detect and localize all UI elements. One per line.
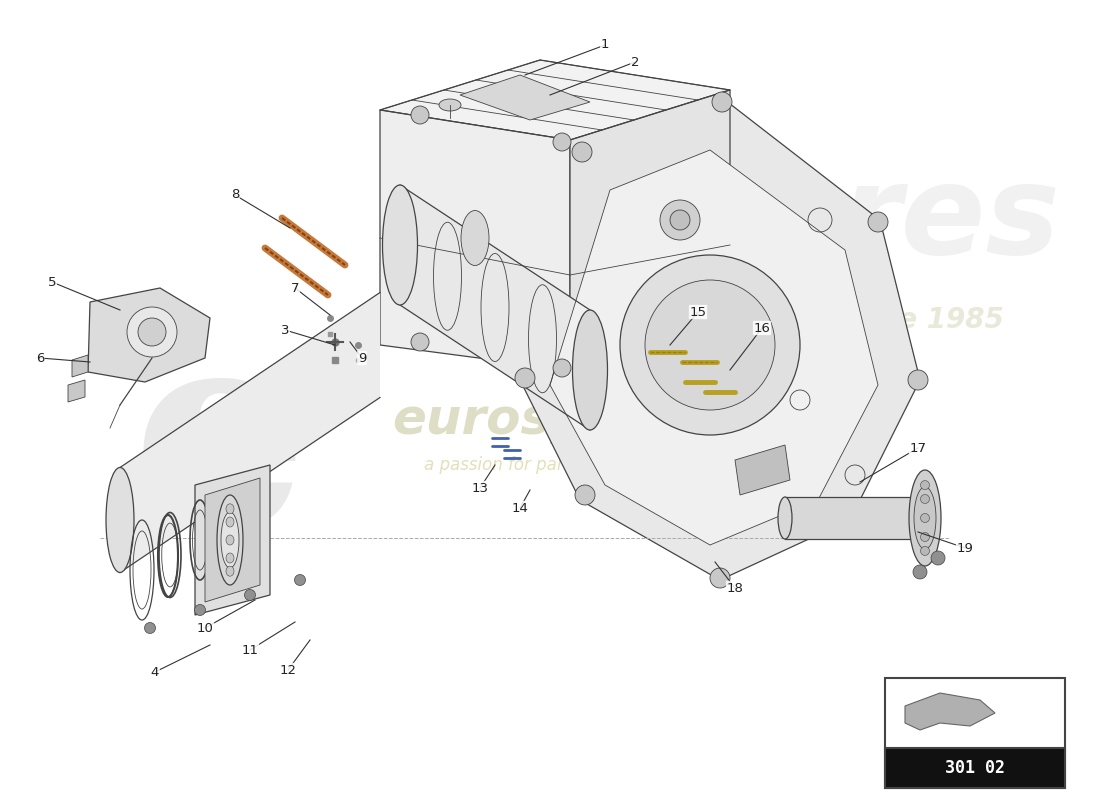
Circle shape bbox=[515, 368, 535, 388]
Ellipse shape bbox=[921, 546, 929, 555]
Circle shape bbox=[244, 590, 255, 601]
Circle shape bbox=[868, 212, 888, 232]
Text: 17: 17 bbox=[910, 442, 926, 454]
Circle shape bbox=[660, 200, 700, 240]
Circle shape bbox=[620, 255, 800, 435]
Circle shape bbox=[838, 508, 858, 528]
Text: 19: 19 bbox=[957, 542, 974, 554]
Circle shape bbox=[138, 318, 166, 346]
Polygon shape bbox=[120, 293, 380, 573]
Ellipse shape bbox=[921, 533, 929, 542]
Circle shape bbox=[195, 605, 206, 615]
Text: 8: 8 bbox=[231, 189, 239, 202]
Ellipse shape bbox=[217, 495, 243, 585]
Circle shape bbox=[572, 142, 592, 162]
Text: a passion for parts since 1985: a passion for parts since 1985 bbox=[425, 456, 675, 474]
Ellipse shape bbox=[778, 497, 792, 539]
Ellipse shape bbox=[461, 210, 490, 266]
Polygon shape bbox=[735, 445, 790, 495]
Ellipse shape bbox=[226, 553, 234, 563]
Polygon shape bbox=[400, 185, 590, 430]
Polygon shape bbox=[785, 497, 930, 539]
Polygon shape bbox=[72, 355, 88, 377]
Polygon shape bbox=[460, 75, 590, 120]
Text: 11: 11 bbox=[242, 643, 258, 657]
Ellipse shape bbox=[226, 504, 234, 514]
Ellipse shape bbox=[909, 470, 940, 566]
Circle shape bbox=[908, 370, 928, 390]
Circle shape bbox=[411, 106, 429, 124]
Circle shape bbox=[295, 574, 306, 586]
Polygon shape bbox=[205, 478, 260, 602]
Polygon shape bbox=[520, 100, 920, 580]
Text: 9: 9 bbox=[358, 351, 366, 365]
Text: 12: 12 bbox=[279, 663, 297, 677]
Text: 7: 7 bbox=[290, 282, 299, 294]
Ellipse shape bbox=[226, 566, 234, 576]
Ellipse shape bbox=[572, 310, 607, 430]
Circle shape bbox=[645, 280, 775, 410]
Circle shape bbox=[931, 551, 945, 565]
Polygon shape bbox=[570, 90, 730, 370]
Circle shape bbox=[411, 333, 429, 351]
Text: res: res bbox=[839, 159, 1060, 281]
Circle shape bbox=[913, 565, 927, 579]
Polygon shape bbox=[550, 150, 878, 545]
Text: 301 02: 301 02 bbox=[945, 759, 1005, 777]
Polygon shape bbox=[905, 693, 996, 730]
Ellipse shape bbox=[106, 467, 134, 573]
Polygon shape bbox=[379, 110, 570, 370]
Circle shape bbox=[710, 568, 730, 588]
Ellipse shape bbox=[383, 185, 418, 305]
Text: 14: 14 bbox=[512, 502, 528, 514]
Ellipse shape bbox=[921, 514, 929, 522]
Ellipse shape bbox=[221, 512, 239, 568]
Text: 15: 15 bbox=[690, 306, 706, 318]
Polygon shape bbox=[68, 380, 85, 402]
Circle shape bbox=[553, 359, 571, 377]
Ellipse shape bbox=[914, 486, 936, 549]
Bar bbox=[886, 748, 1065, 788]
Circle shape bbox=[553, 133, 571, 151]
Text: 10: 10 bbox=[197, 622, 213, 634]
Ellipse shape bbox=[439, 99, 461, 111]
Text: 1: 1 bbox=[601, 38, 609, 51]
Ellipse shape bbox=[226, 517, 234, 527]
Polygon shape bbox=[379, 60, 730, 140]
Text: 6: 6 bbox=[36, 351, 44, 365]
Circle shape bbox=[670, 210, 690, 230]
Ellipse shape bbox=[226, 535, 234, 545]
Text: e: e bbox=[132, 315, 308, 585]
Ellipse shape bbox=[921, 494, 929, 503]
Circle shape bbox=[126, 307, 177, 357]
Polygon shape bbox=[195, 465, 270, 615]
Text: 5: 5 bbox=[47, 275, 56, 289]
Circle shape bbox=[712, 92, 732, 112]
Circle shape bbox=[144, 622, 155, 634]
Circle shape bbox=[575, 485, 595, 505]
Bar bbox=[886, 678, 1065, 788]
Text: 4: 4 bbox=[151, 666, 160, 678]
Text: since 1985: since 1985 bbox=[836, 306, 1004, 334]
Ellipse shape bbox=[921, 481, 929, 490]
Text: eurospares: eurospares bbox=[392, 396, 708, 444]
Text: 2: 2 bbox=[630, 55, 639, 69]
Text: 18: 18 bbox=[727, 582, 744, 594]
Text: 13: 13 bbox=[472, 482, 488, 494]
Text: 3: 3 bbox=[280, 323, 289, 337]
Polygon shape bbox=[88, 288, 210, 382]
Text: 16: 16 bbox=[754, 322, 770, 334]
